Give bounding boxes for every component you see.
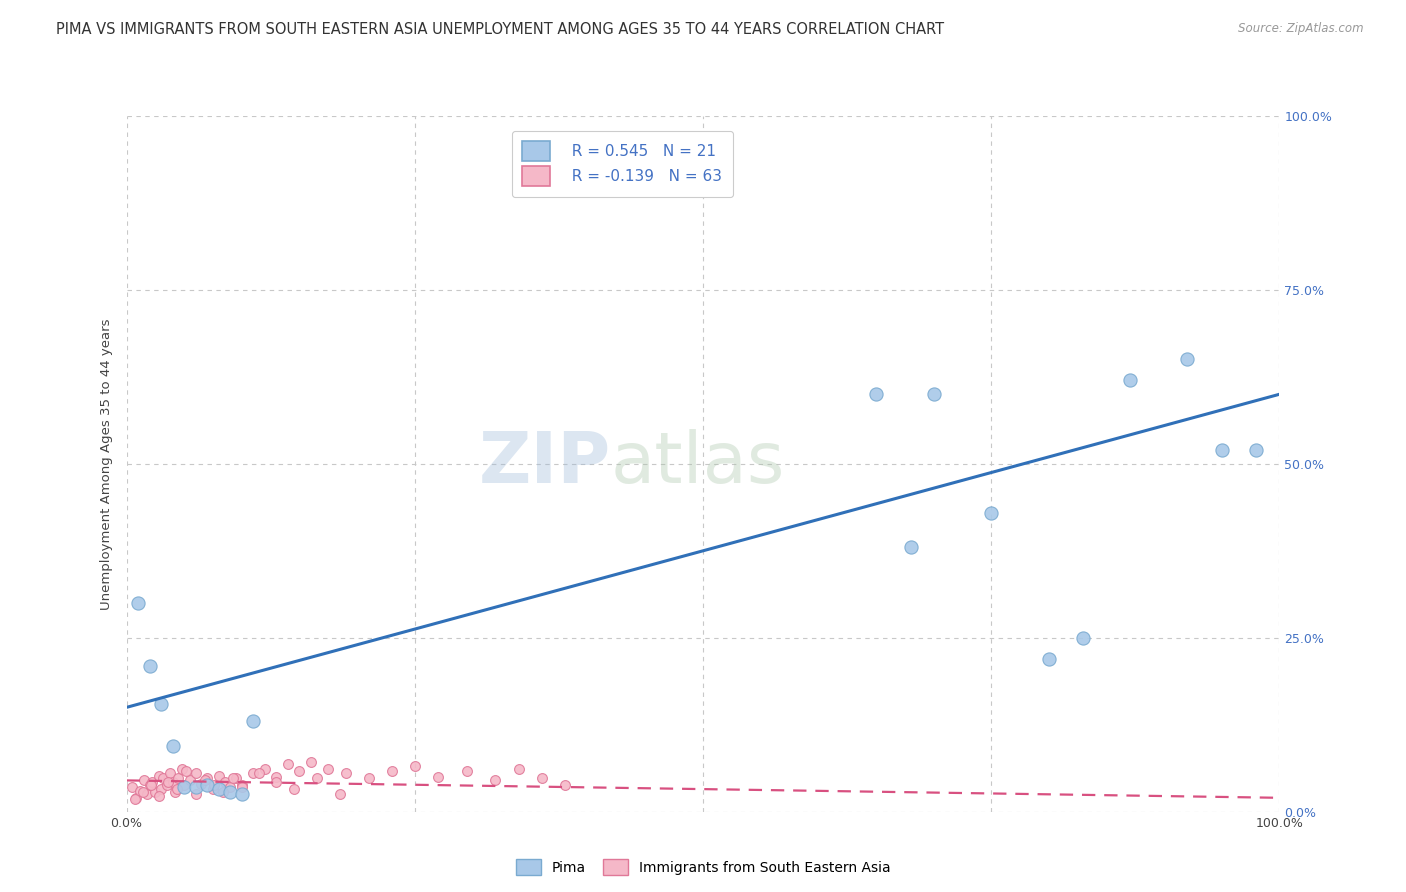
Point (1038, 651, 1060, 665)
Point (138, 778, 160, 792)
Point (865, 387, 887, 401)
Point (357, 772, 380, 786)
Point (212, 785, 235, 799)
Point (132, 773, 155, 788)
Point (231, 778, 253, 792)
Point (202, 778, 225, 792)
Point (404, 759, 426, 773)
Point (148, 768, 170, 782)
Point (231, 780, 253, 795)
Point (1246, 442, 1268, 457)
Point (219, 780, 242, 795)
Point (242, 766, 264, 780)
Legend: Pima, Immigrants from South Eastern Asia: Pima, Immigrants from South Eastern Asia (510, 854, 896, 880)
Point (335, 766, 357, 780)
Point (148, 789, 170, 804)
Point (127, 596, 149, 610)
Point (253, 762, 276, 776)
Point (167, 772, 190, 786)
Point (266, 770, 288, 784)
Point (150, 782, 173, 797)
Point (221, 772, 243, 786)
Point (184, 788, 207, 801)
Point (1118, 373, 1140, 387)
Point (1073, 631, 1095, 645)
Point (159, 766, 181, 780)
Point (208, 768, 231, 782)
Point (201, 782, 224, 797)
Point (173, 780, 195, 795)
Text: PIMA VS IMMIGRANTS FROM SOUTH EASTERN ASIA UNEMPLOYMENT AMONG AGES 35 TO 44 YEAR: PIMA VS IMMIGRANTS FROM SOUTH EASTERN AS… (56, 22, 945, 37)
Point (299, 755, 322, 769)
Point (1211, 442, 1233, 457)
Point (194, 773, 217, 788)
Point (266, 775, 288, 789)
Point (484, 773, 506, 788)
Point (139, 778, 162, 792)
Point (162, 775, 184, 789)
Point (184, 766, 207, 780)
Point (131, 785, 153, 799)
Point (179, 773, 201, 788)
Point (247, 766, 270, 780)
Point (162, 739, 184, 753)
Point (225, 772, 247, 786)
Point (173, 778, 195, 792)
Point (381, 764, 404, 779)
Point (195, 772, 218, 786)
Point (125, 790, 148, 805)
Point (283, 782, 305, 797)
Point (184, 780, 207, 795)
Point (195, 778, 218, 792)
Y-axis label: Unemployment Among Ages 35 to 44 years: Unemployment Among Ages 35 to 44 years (100, 318, 114, 609)
Point (980, 506, 1002, 520)
Point (190, 777, 212, 791)
Point (305, 772, 328, 786)
Point (242, 714, 264, 729)
Point (166, 782, 188, 797)
Point (900, 541, 922, 555)
Point (152, 772, 174, 786)
Point (157, 775, 180, 789)
Point (219, 785, 242, 799)
Point (145, 785, 166, 799)
Point (426, 770, 449, 784)
Text: atlas: atlas (610, 429, 785, 499)
Point (1175, 352, 1198, 367)
Point (150, 697, 173, 711)
Point (129, 784, 152, 798)
Point (138, 658, 160, 673)
Text: ZIP: ZIP (478, 429, 610, 499)
Point (208, 782, 231, 797)
Point (316, 762, 339, 776)
Point (121, 780, 143, 795)
Point (163, 785, 186, 799)
Point (329, 788, 352, 801)
Point (277, 757, 299, 772)
Point (170, 762, 193, 776)
Point (530, 772, 553, 786)
Point (124, 792, 146, 806)
Legend:   R = 0.545   N = 21,   R = -0.139   N = 63: R = 0.545 N = 21, R = -0.139 N = 63 (512, 130, 733, 196)
Point (156, 778, 179, 792)
Point (176, 764, 198, 779)
Point (554, 778, 576, 792)
Point (288, 764, 311, 779)
Point (922, 387, 945, 401)
Point (136, 788, 159, 801)
Text: Source: ZipAtlas.com: Source: ZipAtlas.com (1239, 22, 1364, 36)
Point (456, 764, 478, 779)
Point (214, 775, 236, 789)
Point (231, 788, 253, 801)
Point (508, 762, 530, 776)
Point (141, 775, 163, 789)
